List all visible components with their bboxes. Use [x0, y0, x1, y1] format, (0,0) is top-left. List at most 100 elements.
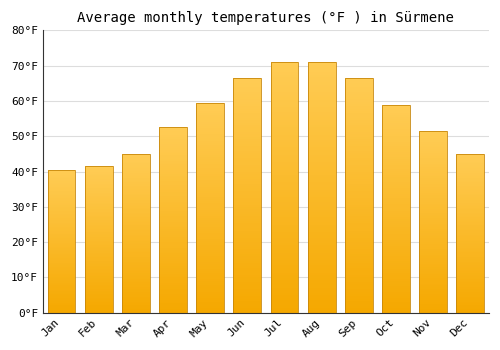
Bar	[234, 134, 262, 137]
Bar	[270, 200, 298, 202]
Bar	[196, 149, 224, 151]
Bar	[48, 170, 76, 313]
Bar	[456, 170, 484, 172]
Bar	[122, 217, 150, 219]
Bar	[234, 259, 262, 261]
Bar	[48, 288, 76, 290]
Bar	[122, 244, 150, 246]
Bar	[159, 281, 187, 283]
Bar	[159, 155, 187, 157]
Bar	[419, 173, 447, 175]
Bar	[419, 227, 447, 229]
Bar	[270, 295, 298, 298]
Bar	[270, 288, 298, 290]
Bar	[159, 209, 187, 211]
Bar	[196, 159, 224, 161]
Bar	[159, 242, 187, 244]
Bar	[159, 144, 187, 146]
Bar	[234, 214, 262, 216]
Bar	[456, 181, 484, 182]
Bar	[419, 131, 447, 313]
Bar	[196, 143, 224, 145]
Bar	[196, 283, 224, 285]
Bar	[122, 213, 150, 214]
Bar	[382, 231, 410, 233]
Bar	[196, 189, 224, 191]
Bar	[234, 141, 262, 144]
Bar	[419, 245, 447, 247]
Bar	[345, 90, 373, 92]
Bar	[122, 172, 150, 173]
Bar	[234, 78, 262, 80]
Bar	[345, 144, 373, 146]
Bar	[419, 211, 447, 213]
Bar	[308, 245, 336, 247]
Bar	[345, 97, 373, 99]
Bar	[456, 216, 484, 217]
Bar	[48, 293, 76, 294]
Bar	[382, 173, 410, 175]
Bar	[85, 220, 112, 222]
Bar	[308, 145, 336, 147]
Bar	[85, 311, 112, 313]
Bar	[122, 257, 150, 259]
Bar	[234, 174, 262, 177]
Bar	[48, 198, 76, 200]
Bar	[196, 168, 224, 170]
Bar	[159, 133, 187, 135]
Bar	[122, 308, 150, 309]
Bar	[419, 302, 447, 303]
Bar	[196, 205, 224, 208]
Bar	[122, 222, 150, 224]
Bar	[122, 200, 150, 202]
Bar	[308, 250, 336, 253]
Bar	[308, 137, 336, 140]
Bar	[48, 303, 76, 304]
Bar	[419, 298, 447, 300]
Bar	[196, 275, 224, 277]
Bar	[196, 111, 224, 113]
Bar	[234, 106, 262, 108]
Bar	[382, 165, 410, 167]
Bar	[196, 145, 224, 147]
Bar	[48, 250, 76, 251]
Bar	[456, 165, 484, 167]
Bar	[456, 302, 484, 303]
Bar	[234, 179, 262, 181]
Bar	[48, 251, 76, 253]
Bar	[85, 190, 112, 191]
Bar	[308, 270, 336, 273]
Bar	[122, 235, 150, 237]
Bar	[48, 264, 76, 266]
Bar	[345, 104, 373, 106]
Bar	[159, 229, 187, 231]
Bar	[270, 173, 298, 175]
Bar	[234, 158, 262, 160]
Bar	[85, 254, 112, 256]
Bar	[122, 187, 150, 189]
Bar	[85, 248, 112, 250]
Bar	[308, 225, 336, 228]
Bar	[234, 85, 262, 88]
Bar	[85, 178, 112, 180]
Bar	[456, 251, 484, 252]
Bar	[234, 221, 262, 224]
Bar	[122, 205, 150, 206]
Bar	[48, 184, 76, 186]
Bar	[456, 173, 484, 175]
Bar	[159, 192, 187, 194]
Bar	[85, 187, 112, 188]
Bar	[382, 286, 410, 288]
Bar	[419, 155, 447, 156]
Bar	[456, 247, 484, 249]
Bar	[270, 223, 298, 225]
Bar	[196, 292, 224, 294]
Bar	[345, 125, 373, 127]
Title: Average monthly temperatures (°F ) in Sürmene: Average monthly temperatures (°F ) in Sü…	[78, 11, 454, 25]
Bar	[308, 112, 336, 115]
Bar	[159, 270, 187, 272]
Bar	[85, 237, 112, 238]
Bar	[48, 307, 76, 308]
Bar	[308, 298, 336, 300]
Bar	[382, 105, 410, 107]
